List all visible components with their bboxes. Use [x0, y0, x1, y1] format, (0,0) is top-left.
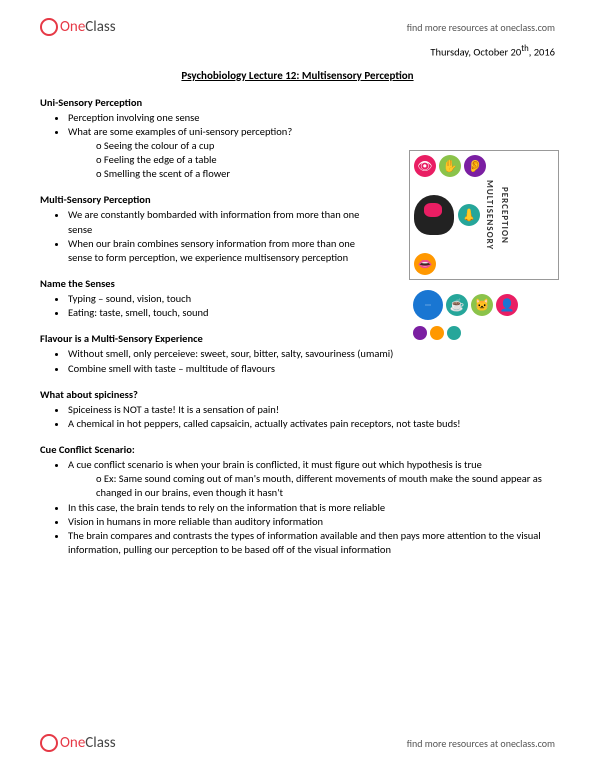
bullet: A cue conflict scenario is when your bra… — [68, 458, 555, 472]
footer-logo: OneClass — [40, 734, 116, 752]
logo-one: One — [60, 734, 85, 752]
circle-icon-3: 👤 — [496, 294, 518, 316]
nose-icon: 👃 — [458, 204, 480, 226]
vert-label-1: MULTISENSORY — [484, 180, 495, 250]
side-illustration: 👁 ✋ 👂 👃 MULTISENSORY PERCEPTION 👄 ⋯ ☕ 🐱 … — [409, 150, 559, 344]
heading-multi-sensory: Multi-Sensory Perception — [40, 193, 370, 206]
brain-icon — [424, 203, 442, 217]
circle-icon-2: 🐱 — [471, 294, 493, 316]
bullet: A chemical in hot peppers, called capsai… — [68, 417, 555, 431]
footer-logo-text: OneClass — [60, 734, 116, 752]
bullet: Spiceiness is NOT a taste! It is a sensa… — [68, 403, 555, 417]
dot-icon-3 — [447, 326, 461, 340]
heading-cue-conflict: Cue Conflict Scenario: — [40, 443, 555, 456]
logo: OneClass — [40, 18, 116, 36]
ear-icon: 👂 — [464, 155, 486, 177]
heading-uni-sensory: Uni-Sensory Perception — [40, 96, 555, 109]
bullet: We are constantly bombarded with informa… — [68, 208, 370, 236]
section-cue-conflict: Cue Conflict Scenario: A cue conflict sc… — [40, 443, 555, 557]
head-icon — [414, 195, 454, 235]
bullet: Without smell, only perceieve: sweet, so… — [68, 347, 555, 361]
footer-link[interactable]: find more resources at oneclass.com — [407, 737, 555, 750]
bullet: When our brain combines sensory informat… — [68, 237, 370, 265]
header-link[interactable]: find more resources at oneclass.com — [407, 21, 555, 34]
eye-icon: 👁 — [414, 155, 436, 177]
circle-icon-1: ☕ — [446, 294, 468, 316]
sub-bullet: Ex: Same sound coming out of man's mouth… — [96, 472, 555, 500]
logo-circle-icon — [40, 18, 58, 36]
logo-one: One — [60, 18, 85, 36]
bullet: Perception involving one sense — [68, 111, 555, 125]
logo-circle-icon — [40, 734, 58, 752]
heading-spiciness: What about spiciness? — [40, 388, 555, 401]
footer-bar: OneClass find more resources at oneclass… — [40, 734, 555, 752]
document-date: Thursday, October 20th, 2016 — [40, 44, 555, 59]
logo-class: Class — [85, 734, 115, 752]
vert-label-2: PERCEPTION — [499, 187, 510, 244]
illustration-top: 👁 ✋ 👂 👃 MULTISENSORY PERCEPTION 👄 — [409, 150, 559, 280]
document-title: Psychobiology Lecture 12: Multisensory P… — [40, 69, 555, 82]
dot-icon-1 — [413, 326, 427, 340]
bullet: The brain compares and contrasts the typ… — [68, 529, 555, 557]
mouth-icon: 👄 — [414, 253, 436, 275]
bullet: In this case, the brain tends to rely on… — [68, 501, 555, 515]
header-bar: OneClass find more resources at oneclass… — [40, 18, 555, 36]
bullet: Vision in humans in more reliable than a… — [68, 515, 555, 529]
section-multi-sensory: Multi-Sensory Perception We are constant… — [40, 193, 370, 265]
logo-text: OneClass — [60, 18, 116, 36]
bullet: Combine smell with taste – multitude of … — [68, 362, 555, 376]
dot-icon-2 — [430, 326, 444, 340]
bullet: What are some examples of uni-sensory pe… — [68, 125, 555, 139]
hand-icon: ✋ — [439, 155, 461, 177]
text-bubble-icon: ⋯ — [413, 290, 443, 320]
section-spiciness: What about spiciness? Spiceiness is NOT … — [40, 388, 555, 431]
logo-class: Class — [85, 18, 115, 36]
illustration-bottom: ⋯ ☕ 🐱 👤 — [409, 286, 559, 344]
